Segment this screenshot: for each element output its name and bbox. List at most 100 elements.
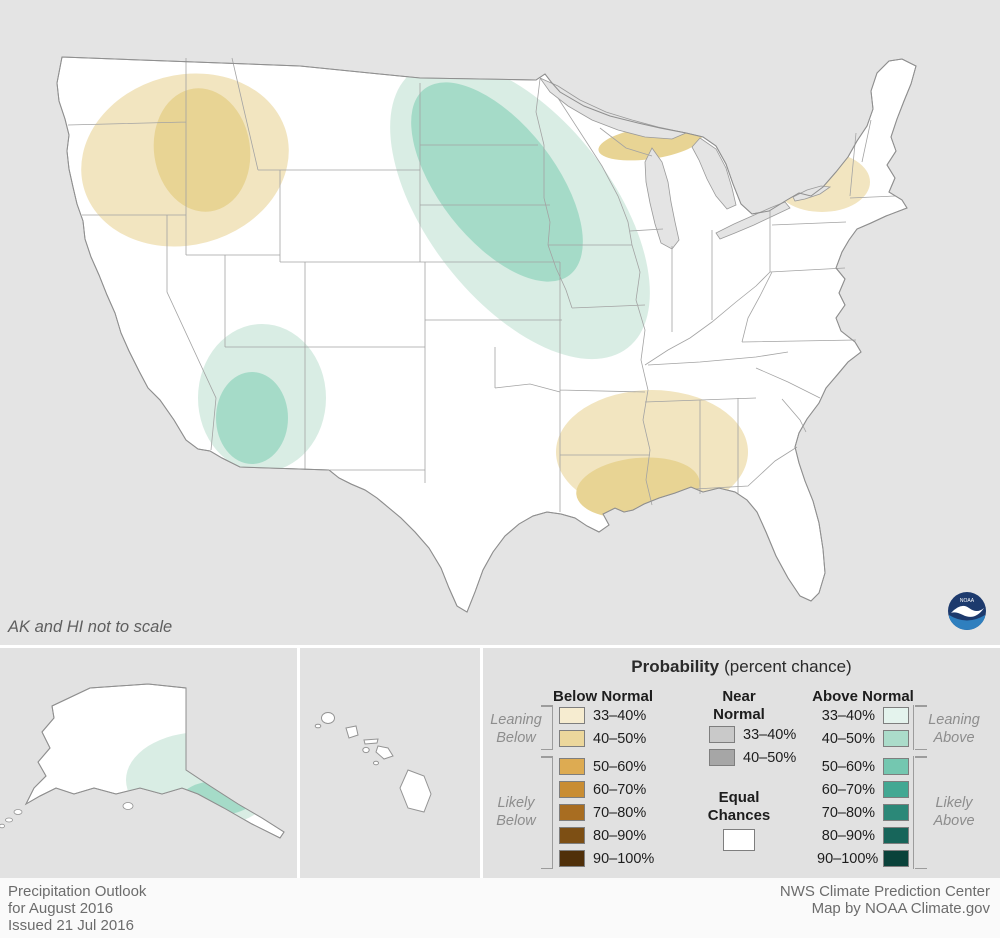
footer-issued-date: Issued 21 Jul 2016 xyxy=(8,917,134,934)
legend-row-below-40-50: 40–50% xyxy=(559,730,654,747)
island-hawaii xyxy=(399,769,432,813)
above-label-70-80: 70–80% xyxy=(821,804,875,821)
below-label-40-50: 40–50% xyxy=(593,730,647,747)
leaning-above-bracket xyxy=(913,705,927,750)
footer-left: Precipitation Outlook for August 2016 Is… xyxy=(8,883,146,938)
below-swatch-33-40 xyxy=(559,707,585,724)
hawaii-inset xyxy=(300,648,480,878)
above-label-90-100: 90–100% xyxy=(817,850,879,867)
above-swatch-60-70 xyxy=(883,781,909,798)
footer-product-title: Precipitation Outlook xyxy=(8,883,147,900)
below-swatch-40-50 xyxy=(559,730,585,747)
hawaii-islands xyxy=(314,712,432,813)
footer-source: NWS Climate Prediction Center xyxy=(779,883,990,900)
aleutian-islands xyxy=(0,802,134,829)
island-kahoolawe xyxy=(373,760,379,766)
likely-above-label: Likely Above xyxy=(933,795,975,829)
legend-row-above-33-40: 33–40% xyxy=(817,707,909,724)
great-lakes xyxy=(538,77,832,250)
equal-chances-label: Equal Chances xyxy=(707,789,771,824)
above-label-50-60: 50–60% xyxy=(821,758,875,775)
below-label-90-100: 90–100% xyxy=(593,850,655,867)
footer-credit: Map by NOAA Climate.gov xyxy=(811,900,990,917)
below-swatch-90-100 xyxy=(559,850,585,867)
legend-row-above-50-60: 50–60% xyxy=(817,758,909,775)
legend-title-main: Probability xyxy=(631,657,720,676)
island-kauai xyxy=(321,712,335,724)
above-swatch-33-40 xyxy=(883,707,909,724)
hawaii-background xyxy=(300,648,480,878)
near-label-33-40: 33–40% xyxy=(743,726,797,743)
state-borders xyxy=(67,57,896,512)
noaa-logo: NOAA xyxy=(947,591,987,631)
alaska-outline-overlay xyxy=(24,683,285,839)
legend-row-above-70-80: 70–80% xyxy=(817,804,909,821)
alaska-map-svg xyxy=(0,648,297,878)
scale-note: AK and HI not to scale xyxy=(8,618,173,636)
legend-row-near-40-50: 40–50% xyxy=(709,749,796,766)
likely-above-bracket xyxy=(913,756,927,869)
noaa-seagull-icon xyxy=(951,605,984,617)
near-normal-rows: 33–40% 40–50% xyxy=(709,726,796,772)
below-swatch-80-90 xyxy=(559,827,585,844)
below-swatch-70-80 xyxy=(559,804,585,821)
above-swatch-50-60 xyxy=(883,758,909,775)
below-swatch-50-60 xyxy=(559,758,585,775)
leaning-above-label: Leaning Above xyxy=(928,712,980,746)
above-label-33-40: 33–40% xyxy=(821,707,875,724)
legend-row-below-33-40: 33–40% xyxy=(559,707,654,724)
noaa-logo-wave xyxy=(949,615,985,630)
legend-row-below-70-80: 70–80% xyxy=(559,804,654,821)
above-swatch-90-100 xyxy=(883,850,909,867)
below-normal-rows: 33–40% 40–50% 50–60% 60–70% 70–80% 80–90… xyxy=(559,707,654,873)
island-maui xyxy=(375,745,394,760)
above-swatch-40-50 xyxy=(883,730,909,747)
near-swatch-33-40 xyxy=(709,726,735,743)
legend-row-above-40-50: 40–50% xyxy=(817,730,909,747)
likely-below-bracket xyxy=(541,756,553,869)
probability-regions xyxy=(81,60,870,519)
above-label-40-50: 40–50% xyxy=(821,730,875,747)
lake-ontario xyxy=(792,185,832,202)
near-label-40-50: 40–50% xyxy=(743,749,797,766)
island-oahu xyxy=(345,725,359,739)
below-normal-header: Below Normal xyxy=(552,688,654,705)
lake-superior xyxy=(538,77,688,140)
legend-title-suffix: (percent chance) xyxy=(724,657,852,676)
footer: Precipitation Outlook for August 2016 Is… xyxy=(0,878,1000,938)
footer-product-period: for August 2016 xyxy=(8,900,114,917)
above-normal-rows: 33–40% 40–50% 50–60% 60–70% 70–80% 80–90… xyxy=(817,707,909,873)
lake-erie xyxy=(715,201,791,240)
legend-row-below-60-70: 60–70% xyxy=(559,781,654,798)
above-normal-header: Above Normal xyxy=(812,688,914,705)
likely-below-label: Likely Below xyxy=(496,795,536,829)
island-niihau xyxy=(314,723,322,729)
alaska-inset xyxy=(0,648,297,878)
conus-map-area: AK and HI not to scale NOAA xyxy=(0,0,1000,645)
island-lanai xyxy=(362,746,370,754)
above-label-80-90: 80–90% xyxy=(821,827,875,844)
footer-right: NWS Climate Prediction Center Map by NOA… xyxy=(780,883,990,938)
legend-row-above-80-90: 80–90% xyxy=(817,827,909,844)
below-label-60-70: 60–70% xyxy=(593,781,647,798)
legend-row-below-80-90: 80–90% xyxy=(559,827,654,844)
insets-row: Probability (percent chance) Below Normal… xyxy=(0,645,1000,878)
below-swatch-60-70 xyxy=(559,781,585,798)
region-dakotas-nebraska-above-core xyxy=(411,82,583,282)
region-arizona-above-core xyxy=(216,372,288,464)
below-label-70-80: 70–80% xyxy=(593,804,647,821)
island-molokai xyxy=(363,738,379,745)
legend-row-near-33-40: 33–40% xyxy=(709,726,796,743)
leaning-below-label: Leaning Below xyxy=(490,712,542,746)
hawaii-map-svg xyxy=(300,648,480,878)
leaning-below-bracket xyxy=(541,705,553,750)
legend-title: Probability (percent chance) xyxy=(483,657,1000,677)
legend-row-above-90-100: 90–100% xyxy=(817,850,909,867)
noaa-logo-svg: NOAA xyxy=(948,592,986,630)
near-normal-header: Near Normal xyxy=(713,688,765,723)
conus-outline-overlay xyxy=(56,56,917,613)
legend-row-below-50-60: 50–60% xyxy=(559,758,654,775)
above-swatch-70-80 xyxy=(883,804,909,821)
legend-row-below-90-100: 90–100% xyxy=(559,850,654,867)
